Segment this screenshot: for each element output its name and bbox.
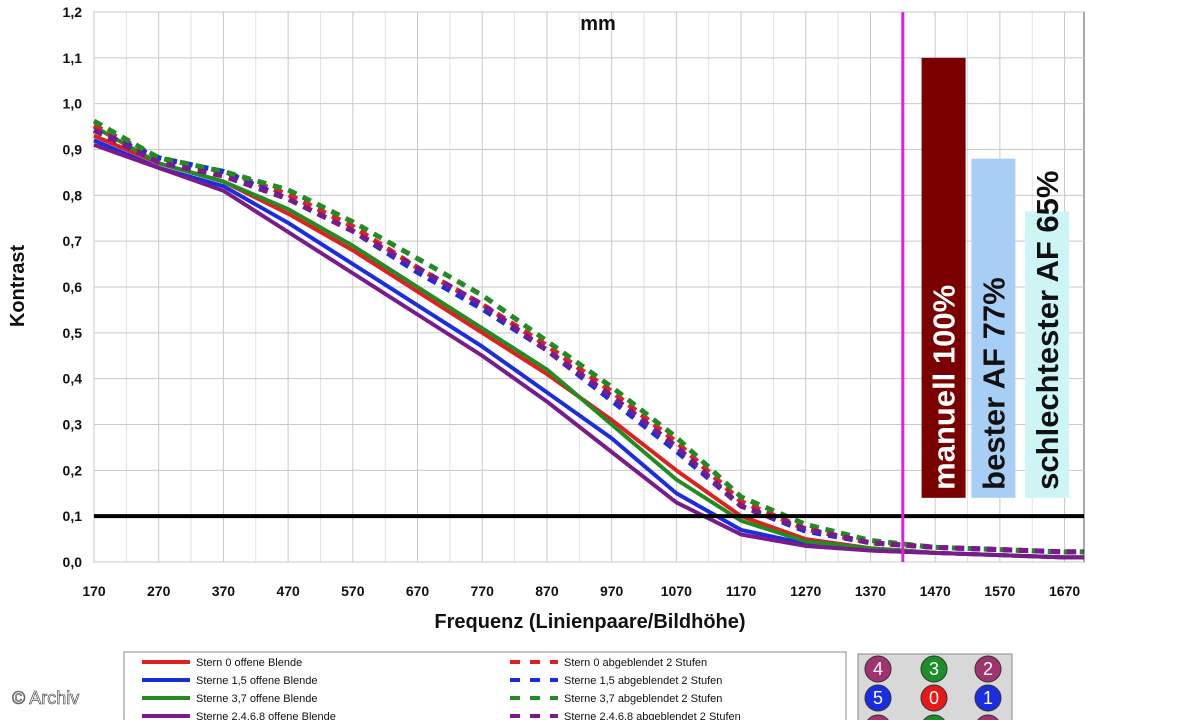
series-line-7 [92, 128, 1084, 555]
x-tick-label: 370 [212, 583, 236, 599]
y-tick-label: 1,0 [63, 96, 83, 112]
x-tick-label: 1070 [661, 583, 692, 599]
focus-bar-1 [971, 158, 1016, 498]
legend-label-0: Stern 0 offene Blende [196, 657, 302, 669]
legend-box [123, 651, 847, 720]
chart-title-fragment: mm [580, 13, 616, 35]
x-tick-label: 1570 [984, 583, 1015, 599]
plot-grid [93, 11, 1085, 563]
star-badge-label-1: 3 [929, 659, 939, 679]
star-badge-label-3: 5 [873, 688, 883, 708]
legend-label-6: Sterne 3,7 abgeblendet 2 Stufen [564, 693, 722, 705]
x-tick-label: 770 [471, 583, 495, 599]
plot-bars: manuell 100% bester AF 77% schlechtester A… [921, 57, 1070, 498]
star-badge-label-5: 1 [983, 688, 993, 708]
star-badge-3 [864, 684, 892, 712]
y-tick-label: 0,8 [63, 187, 83, 203]
legend-label-4: Stern 0 abgeblendet 2 Stufen [564, 657, 707, 669]
x-tick-label: 170 [82, 583, 106, 599]
y-tick-label: 0,0 [63, 554, 83, 570]
y-tick-label: 0,5 [63, 325, 83, 341]
y-tick-label: 0,1 [63, 508, 83, 524]
focus-bar-0 [921, 57, 966, 498]
star-badge-label-0: 4 [873, 659, 883, 679]
star-badge-4 [920, 684, 948, 712]
legend-label-2: Sterne 3,7 offene Blende [196, 693, 318, 705]
x-tick-label: 1270 [790, 583, 821, 599]
focus-bar-label-0: manuell 100% [927, 285, 962, 490]
plot-markers [94, 12, 1084, 562]
x-tick-label: 470 [276, 583, 300, 599]
y-tick-label: 0,9 [63, 142, 83, 158]
x-axis-title: Frequenz (Linienpaare/Bildhöhe) [434, 611, 745, 633]
star-badge-cut [923, 714, 945, 720]
y-tick-label: 0,2 [63, 462, 83, 478]
y-tick-label: 0,3 [63, 417, 83, 433]
y-axis-title: Kontrast [7, 245, 29, 328]
plot-lines [92, 118, 1084, 560]
x-tick-label: 970 [600, 583, 624, 599]
legend-label-3: Sterne 2,4,6,8 offene Blende [196, 711, 336, 720]
star-badge-label-2: 2 [983, 659, 993, 679]
x-tick-label: 570 [341, 583, 365, 599]
star-badge-cut [867, 714, 889, 720]
x-tick-label: 1370 [855, 583, 886, 599]
x-tick-label: 1470 [920, 583, 951, 599]
y-tick-label: 1,2 [63, 4, 83, 20]
focus-bar-label-2: schlechtester AF 65% [1030, 171, 1065, 490]
y-tick-label: 0,4 [63, 371, 83, 387]
legend: Stern 0 offene Blende Sterne 1,5 offene B… [123, 651, 847, 720]
series-line-3 [93, 143, 1084, 560]
focus-bar-2 [1025, 211, 1070, 498]
star-badge-0 [864, 655, 892, 683]
star-badge-label-4: 0 [929, 688, 939, 708]
x-tick-label: 1670 [1049, 583, 1080, 599]
x-tick-label: 670 [406, 583, 430, 599]
y-tick-label: 1,1 [63, 50, 83, 66]
star-badge-1 [920, 655, 948, 683]
focus-bar-label-1: bester AF 77% [976, 277, 1011, 490]
y-tick-label: 0,6 [63, 279, 83, 295]
star-badge-cut [977, 714, 999, 720]
legend-label-5: Sterne 1,5 abgeblendet 2 Stufen [564, 675, 722, 687]
plot-axes: 0,0 0,1 0,2 0,3 0,4 0,5 0,6 0,7 0,8 0,9 1,0 1,1 1,2 1… [63, 4, 1081, 599]
legend-label-1: Sterne 1,5 offene Blende [196, 675, 318, 687]
star-badge-5 [974, 684, 1002, 712]
badges-panel: 4 3 2 5 0 1 [857, 653, 1013, 720]
star-badge-2 [974, 655, 1002, 683]
legend-label-7: Sterne 2,4,6,8 abgeblendet 2 Stufen [564, 711, 741, 720]
y-tick-label: 0,7 [63, 233, 83, 249]
x-tick-label: 270 [147, 583, 171, 599]
x-tick-label: 870 [535, 583, 559, 599]
credit-text: © Archiv [12, 688, 79, 708]
x-tick-label: 1170 [726, 583, 757, 599]
